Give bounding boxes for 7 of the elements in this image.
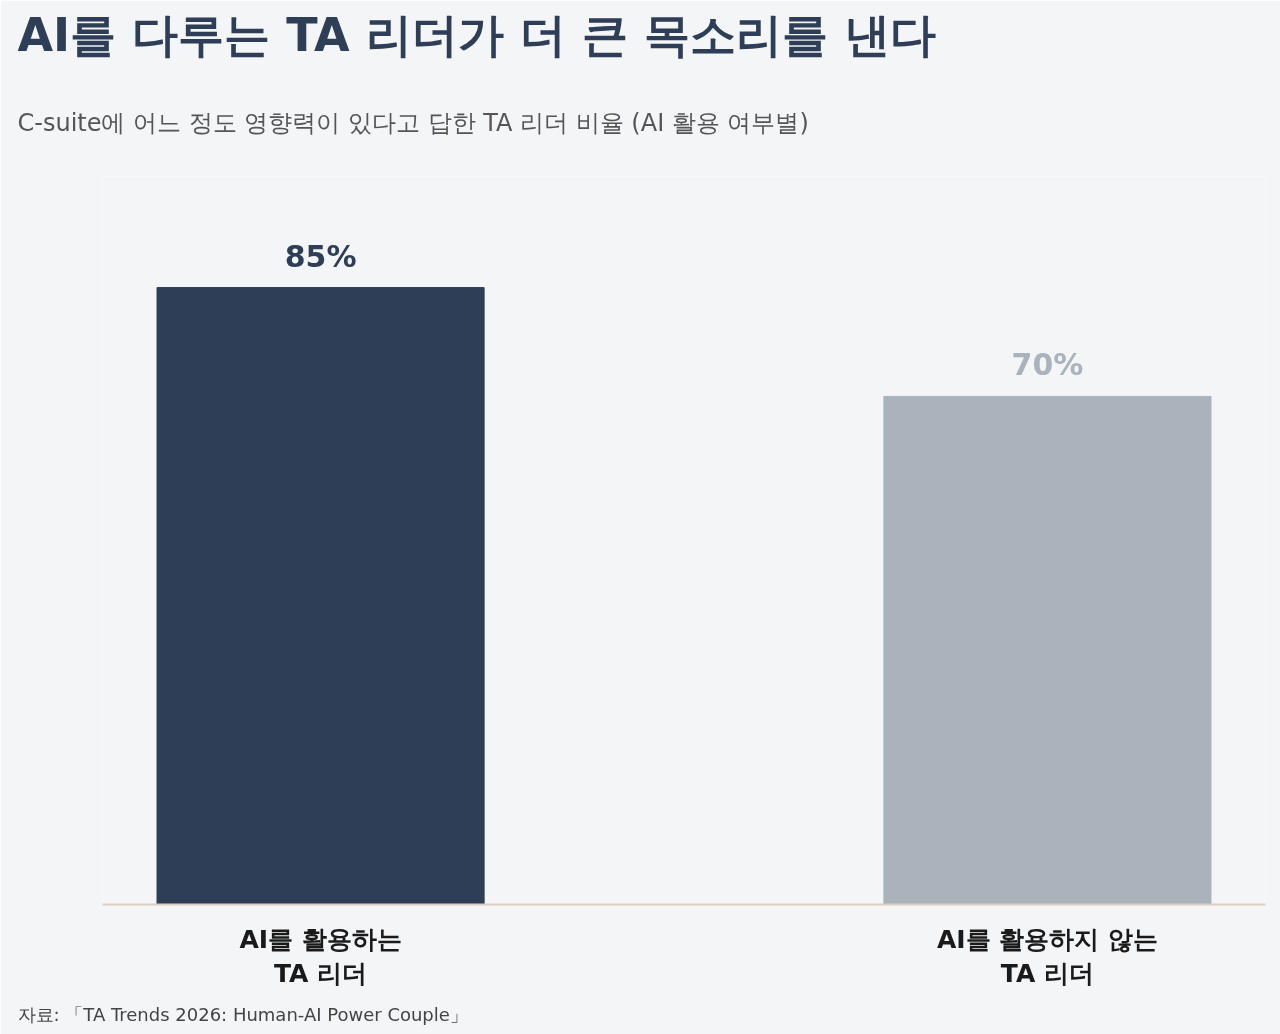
data-label: 70%: [1011, 347, 1084, 383]
text: 자료: 「TA Trends 2026: Human-AI Power Couple」: [17, 1003, 468, 1025]
data-label: 85%: [284, 238, 357, 274]
x-tick-label: AI를 활용하지 않는 TA 리더: [936, 924, 1158, 989]
chart-title: AI를 다루는 TA 리더가 더 큰 목소리를 낸다: [17, 7, 936, 62]
chart-subtitle: C-suite에 어느 정도 영향력이 있다고 답한 TA 리더 비율 (AI 활용 여부별): [17, 108, 809, 137]
x-tick-label: AI를 활용하는 TA 리더: [239, 924, 402, 989]
